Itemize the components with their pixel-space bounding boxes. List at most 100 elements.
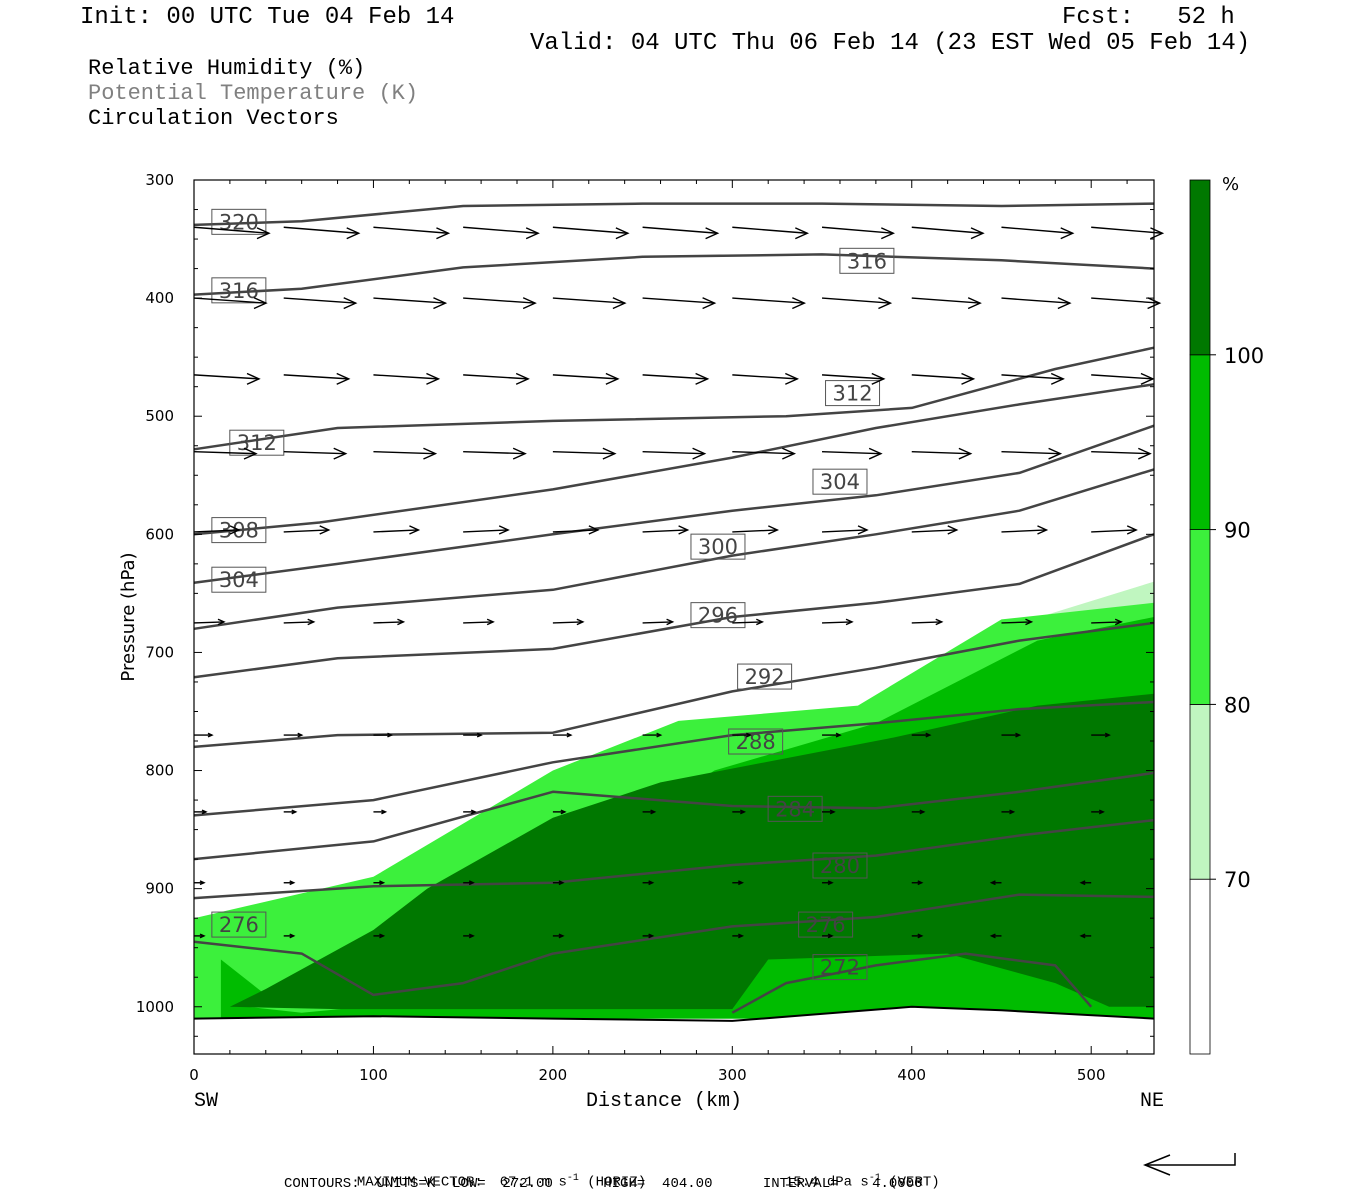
wind-arrow: [1091, 447, 1152, 460]
arrow-head: [1138, 447, 1152, 460]
colorbar-swatch: [1189, 878, 1211, 1055]
arrow-head: [256, 227, 271, 240]
theta-label-text: 292: [745, 665, 785, 689]
arrow-shaft: [463, 226, 539, 234]
arrow-head: [692, 447, 707, 460]
theta-label-box: [839, 247, 895, 274]
arrow-head: [835, 732, 842, 738]
wind-arrow: [193, 618, 226, 626]
wind-arrow: [193, 525, 241, 535]
surface-line: [193, 1005, 1155, 1022]
vert-label: (VERT): [889, 1174, 940, 1191]
arrow-head: [970, 227, 985, 240]
wind-arrow: [732, 618, 765, 626]
arrow-head: [795, 227, 810, 240]
theta-label-304: 304: [211, 566, 267, 593]
arrow-shaft: [1091, 374, 1153, 380]
theta-label-284: 284: [767, 795, 823, 822]
arrow-head: [958, 447, 973, 460]
arrow-shaft: [642, 297, 715, 304]
y-tick-label: 300: [145, 171, 174, 189]
arrow-head: [738, 880, 745, 886]
arrow-head: [989, 933, 996, 939]
theta-292-line: [193, 621, 1155, 749]
arrow-shaft: [642, 450, 705, 455]
wind-arrow: [463, 618, 495, 626]
arrow-shaft: [193, 450, 257, 455]
arrow-head: [1050, 372, 1065, 385]
arrow-head: [1079, 880, 1086, 886]
arrow-shaft: [911, 374, 974, 380]
arrow-head: [558, 933, 565, 939]
arrow-head: [515, 372, 530, 385]
arrow-head: [468, 933, 475, 939]
wind-arrow: [373, 447, 438, 460]
arrow-head: [409, 525, 421, 535]
wind-arrow: [283, 809, 298, 815]
wind-arrow: [989, 880, 1002, 886]
arrow-head: [967, 297, 982, 310]
wind-arrow: [911, 880, 924, 886]
theta-label-box: [211, 911, 267, 938]
arrow-head: [947, 525, 959, 535]
arrow-shaft: [283, 226, 359, 234]
wind-arrow: [463, 226, 540, 240]
wind-arrow: [911, 525, 959, 535]
wind-arrow: [1091, 297, 1162, 310]
wind-arrow: [821, 297, 893, 310]
arrow-shaft: [1001, 374, 1064, 380]
wind-arrow: [373, 226, 451, 240]
wind-arrow: [1091, 809, 1105, 815]
arrow-head: [648, 880, 655, 886]
horiz-label: (HORIZ): [587, 1174, 647, 1191]
plot-frame: [193, 179, 1155, 1055]
arrow-head: [397, 618, 406, 626]
arrow-head: [1104, 732, 1111, 738]
wind-arrow: [193, 226, 271, 240]
arrow-head: [498, 525, 510, 535]
arrow-shaft: [373, 529, 419, 533]
wind-arrow: [1001, 447, 1063, 460]
arrow-head: [333, 447, 348, 460]
y-tick-label: 900: [145, 880, 174, 898]
arrow-head: [827, 933, 834, 939]
y-tick-label: 800: [145, 762, 174, 780]
arrow-head: [871, 372, 886, 385]
arrow-shaft: [732, 529, 778, 533]
x-tick-label: 300: [718, 1066, 747, 1084]
theta-280-line: [193, 818, 1155, 900]
wind-arrow: [1001, 372, 1065, 385]
arrow-head: [1140, 372, 1155, 385]
theta-label-box: [767, 795, 823, 822]
arrow-shaft: [642, 621, 673, 624]
x-tick-label: 100: [359, 1066, 388, 1084]
arrow-shaft: [373, 450, 436, 455]
wind-arrow: [732, 372, 800, 385]
wind-arrow: [194, 933, 206, 939]
wind-arrow: [821, 226, 895, 240]
wind-arrow: [552, 525, 600, 535]
arrow-head: [919, 809, 926, 815]
wind-arrow: [1091, 618, 1123, 626]
arrow-shaft: [283, 621, 314, 624]
wind-arrow: [642, 525, 690, 535]
colorbar-label: 80: [1224, 693, 1251, 717]
arrow-head: [343, 297, 358, 310]
theta-label-288: 288: [728, 728, 784, 755]
arrow-shaft: [822, 529, 868, 533]
arrow-head: [695, 372, 710, 385]
wind-arrow: [1001, 732, 1022, 738]
reference-vector-head: [1142, 1154, 1171, 1176]
wind-arrow: [194, 880, 206, 886]
arrow-head: [857, 525, 869, 535]
rh-region-100: [229, 693, 1154, 1010]
legend-relative-humidity: Relative Humidity (%): [88, 56, 366, 81]
arrow-head: [829, 809, 836, 815]
theta-288-line: [193, 700, 1155, 817]
theta-308-line: [193, 383, 1155, 536]
wind-arrow: [463, 372, 530, 385]
arrow-shaft: [732, 374, 798, 380]
theta-label-box: [211, 277, 267, 304]
arrow-head: [678, 525, 690, 535]
